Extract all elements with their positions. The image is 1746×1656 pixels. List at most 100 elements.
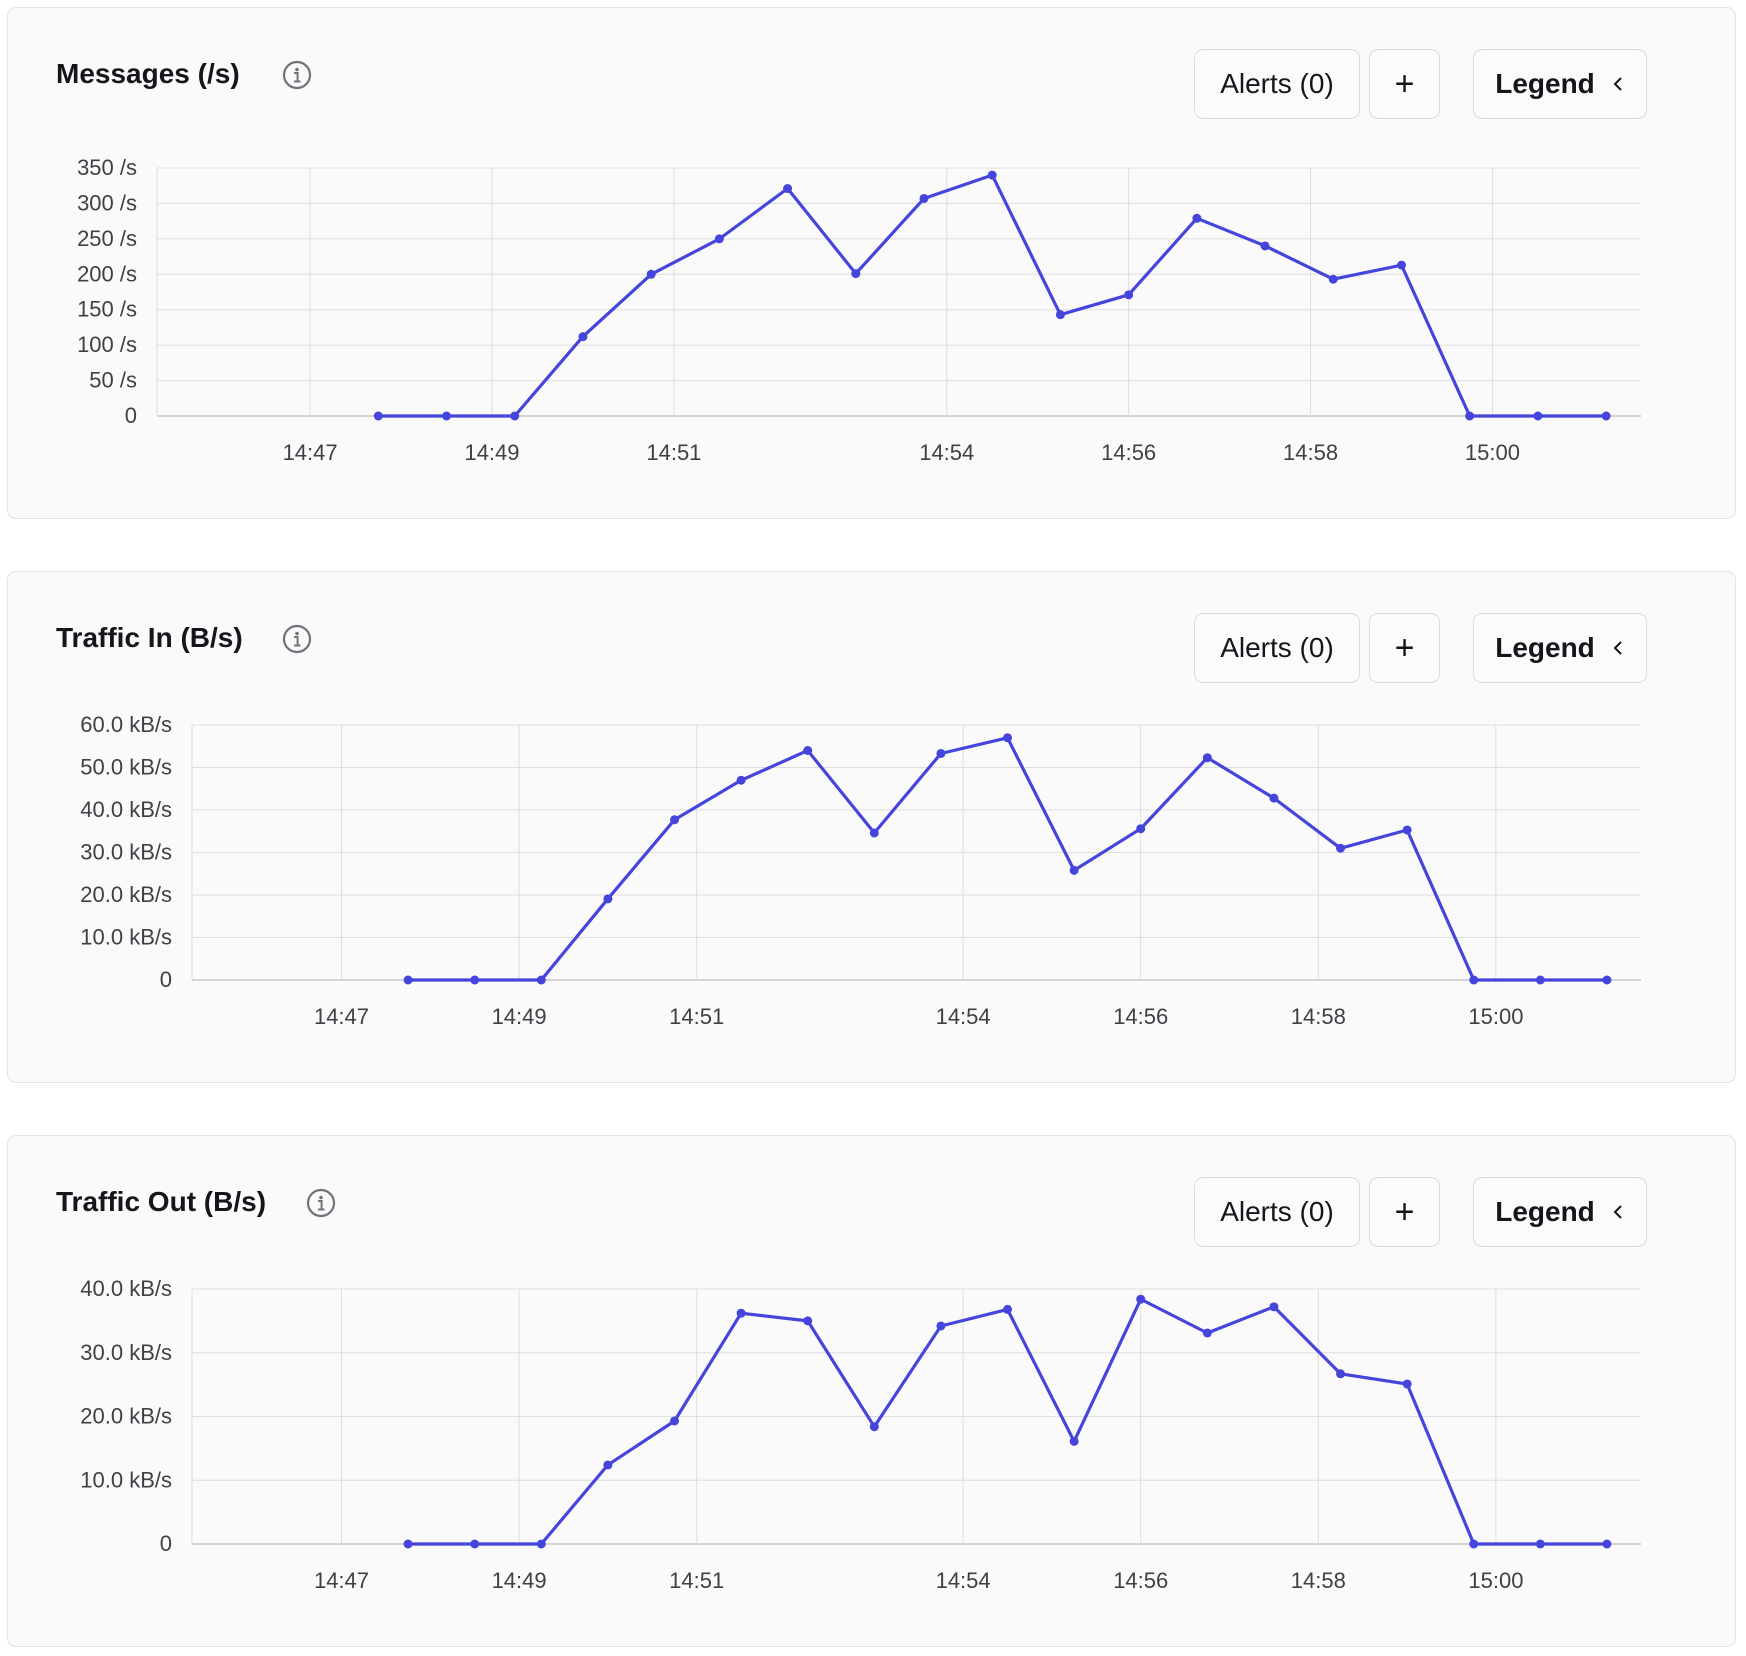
x-tick-label: 14:58 — [1283, 440, 1338, 465]
data-point[interactable] — [1602, 1539, 1612, 1549]
data-point[interactable] — [1465, 411, 1475, 421]
data-point[interactable] — [470, 1539, 480, 1549]
info-icon[interactable] — [306, 1188, 336, 1218]
data-point[interactable] — [714, 234, 724, 244]
y-tick-label: 300 /s — [77, 190, 137, 215]
chart-panel-traffic-out: Traffic Out (B/s) Alerts (0) + Legend 0 1… — [7, 1135, 1736, 1647]
add-alert-button[interactable]: + — [1369, 613, 1440, 683]
data-point[interactable] — [1136, 1294, 1146, 1304]
data-point[interactable] — [536, 1539, 546, 1549]
data-point[interactable] — [851, 269, 861, 279]
info-icon[interactable] — [282, 60, 312, 90]
add-alert-button[interactable]: + — [1369, 49, 1440, 119]
data-point[interactable] — [869, 1422, 879, 1432]
data-point[interactable] — [936, 1321, 946, 1331]
alerts-button[interactable]: Alerts (0) — [1194, 1177, 1360, 1247]
data-point[interactable] — [442, 411, 452, 421]
x-tick-label: 14:51 — [669, 1568, 724, 1593]
x-tick-label: 14:47 — [283, 440, 338, 465]
data-point[interactable] — [803, 746, 813, 755]
chevron-left-icon — [1613, 77, 1622, 91]
data-point[interactable] — [919, 193, 929, 203]
data-point[interactable] — [1069, 1436, 1079, 1446]
panel-title: Messages (/s) — [56, 58, 240, 89]
data-point[interactable] — [1124, 290, 1134, 300]
data-point[interactable] — [1003, 733, 1013, 743]
data-point[interactable] — [1469, 975, 1479, 985]
data-point[interactable] — [1260, 241, 1270, 251]
data-point[interactable] — [1192, 213, 1202, 223]
y-tick-label: 50.0 kB/s — [80, 755, 172, 780]
data-point[interactable] — [1535, 975, 1545, 985]
data-point[interactable] — [1602, 975, 1612, 985]
legend-toggle-button[interactable]: Legend — [1473, 1177, 1647, 1247]
plus-icon: + — [1394, 64, 1415, 103]
y-tick-label: 40.0 kB/s — [80, 1276, 172, 1301]
data-point[interactable] — [1069, 865, 1079, 875]
data-point[interactable] — [510, 411, 520, 421]
legend-toggle-button[interactable]: Legend — [1473, 613, 1647, 683]
y-tick-label: 10.0 kB/s — [80, 925, 172, 950]
data-point[interactable] — [736, 1308, 746, 1318]
y-tick-label: 30.0 kB/s — [80, 1340, 172, 1365]
data-point[interactable] — [1469, 1539, 1479, 1549]
data-point[interactable] — [373, 411, 383, 421]
data-point[interactable] — [736, 775, 746, 785]
data-point[interactable] — [1202, 753, 1212, 763]
data-point[interactable] — [1601, 411, 1611, 421]
data-point[interactable] — [536, 975, 546, 985]
x-tick-label: 14:58 — [1291, 1568, 1346, 1593]
data-point[interactable] — [1535, 1539, 1545, 1549]
data-point[interactable] — [1336, 843, 1346, 853]
chevron-left-icon — [1613, 641, 1622, 655]
x-tick-label: 14:54 — [936, 1004, 991, 1029]
data-point[interactable] — [470, 975, 480, 985]
data-point[interactable] — [646, 269, 656, 279]
data-point[interactable] — [1269, 1302, 1279, 1312]
data-point[interactable] — [783, 184, 793, 194]
x-tick-label: 14:51 — [646, 440, 701, 465]
y-tick-label: 20.0 kB/s — [80, 882, 172, 907]
data-point[interactable] — [1402, 825, 1412, 835]
data-point[interactable] — [670, 815, 680, 825]
info-icon[interactable] — [282, 624, 312, 654]
data-point[interactable] — [403, 1539, 413, 1549]
data-point[interactable] — [1533, 411, 1543, 421]
data-point[interactable] — [1328, 274, 1338, 284]
data-point[interactable] — [1202, 1328, 1212, 1338]
data-point[interactable] — [936, 748, 946, 758]
x-tick-label: 14:56 — [1101, 440, 1156, 465]
data-point[interactable] — [987, 170, 997, 180]
data-point[interactable] — [1055, 310, 1065, 320]
data-point[interactable] — [803, 1316, 813, 1326]
y-tick-label: 60.0 kB/s — [80, 712, 172, 737]
alerts-button[interactable]: Alerts (0) — [1194, 613, 1360, 683]
x-tick-label: 14:58 — [1291, 1004, 1346, 1029]
data-point[interactable] — [869, 828, 879, 838]
data-point[interactable] — [1269, 793, 1279, 803]
add-alert-button[interactable]: + — [1369, 1177, 1440, 1247]
alerts-button[interactable]: Alerts (0) — [1194, 49, 1360, 119]
panel-title: Traffic In (B/s) — [56, 622, 243, 653]
legend-toggle-button[interactable]: Legend — [1473, 49, 1647, 119]
data-point[interactable] — [1396, 260, 1406, 270]
data-point[interactable] — [1336, 1369, 1346, 1379]
data-point[interactable] — [670, 1416, 680, 1426]
y-tick-label: 250 /s — [77, 226, 137, 251]
data-point[interactable] — [1402, 1379, 1412, 1389]
x-tick-label: 14:49 — [464, 440, 519, 465]
data-point[interactable] — [1003, 1304, 1013, 1314]
x-tick-label: 14:51 — [669, 1004, 724, 1029]
data-point[interactable] — [403, 975, 413, 985]
data-point[interactable] — [603, 894, 613, 904]
plus-icon: + — [1394, 1192, 1415, 1231]
x-tick-label: 14:54 — [919, 440, 974, 465]
y-tick-label: 20.0 kB/s — [80, 1404, 172, 1429]
x-tick-label: 14:49 — [492, 1004, 547, 1029]
series-line — [378, 173, 1607, 418]
plus-icon: + — [1394, 628, 1415, 667]
data-point[interactable] — [603, 1460, 613, 1470]
chevron-left-icon — [1613, 1205, 1622, 1219]
data-point[interactable] — [578, 332, 588, 342]
data-point[interactable] — [1136, 824, 1146, 834]
